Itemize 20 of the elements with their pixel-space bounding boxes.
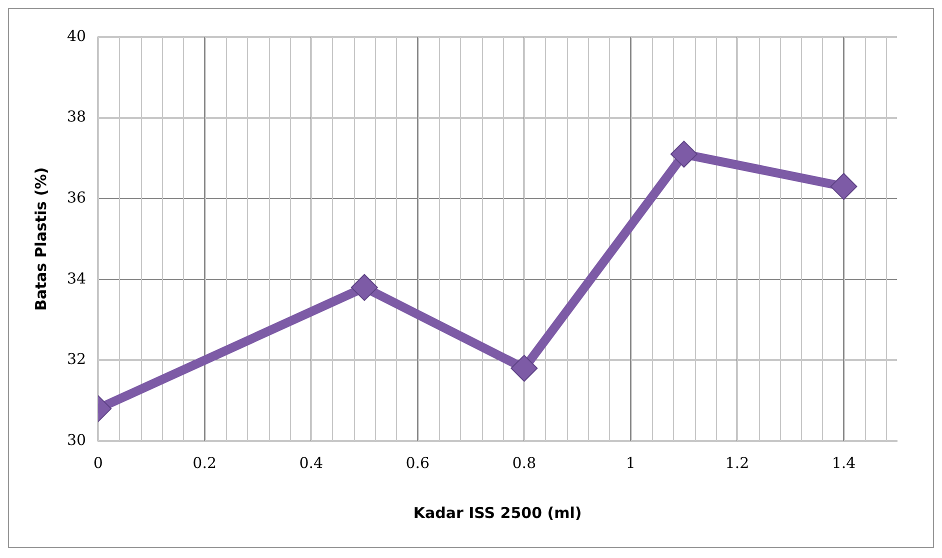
x-axis-title: Kadar ISS 2500 (ml)	[413, 504, 582, 522]
x-tick-label: 0.4	[299, 454, 324, 472]
x-tick-label: 1.4	[832, 454, 856, 472]
y-tick-label: 30	[66, 430, 86, 449]
y-tick-label: 32	[66, 350, 86, 368]
y-tick-label: 38	[66, 108, 86, 126]
x-tick-label: 1.2	[725, 454, 750, 472]
x-tick-label: 0.8	[512, 454, 536, 472]
y-tick-label: 34	[66, 269, 86, 288]
y-tick-label: 36	[66, 188, 86, 206]
x-tick-label: 1	[626, 454, 636, 472]
y-tick-label: 40	[66, 26, 86, 45]
point	[670, 140, 698, 168]
x-tick-label: 0	[93, 454, 103, 472]
point	[350, 274, 378, 301]
x-tick-label: 0.2	[192, 454, 217, 472]
y-axis-title: Batas Plastis (%)	[32, 167, 50, 311]
x-tick-label: 0.6	[406, 454, 430, 472]
point	[510, 354, 538, 382]
point	[830, 172, 858, 200]
